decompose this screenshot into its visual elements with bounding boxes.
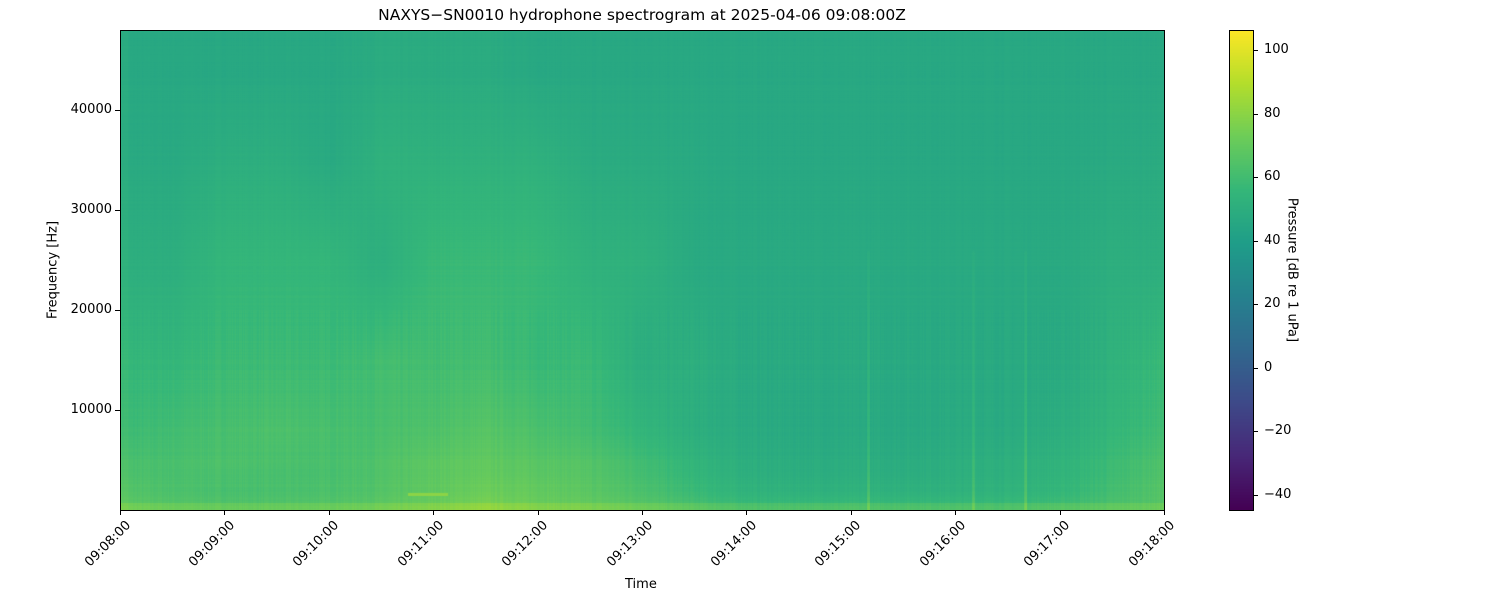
x-tick-label: 09:15:00	[812, 518, 865, 570]
spectrogram-image	[120, 30, 1164, 510]
colorbar-tick	[1254, 177, 1258, 179]
y-tick-label: 10000	[70, 402, 112, 417]
colorbar-tick-label: 40	[1264, 232, 1281, 248]
colorbar-tick-label: 0	[1264, 359, 1273, 375]
colorbar-tick	[1254, 431, 1258, 433]
x-tick	[746, 510, 748, 515]
x-tick	[1059, 510, 1061, 515]
x-tick	[537, 510, 539, 515]
colorbar	[1229, 30, 1253, 510]
colorbar-tick-label: 100	[1264, 42, 1289, 58]
y-tick-label: 40000	[70, 102, 112, 117]
x-tick-label: 09:18:00	[1125, 518, 1178, 570]
x-tick-label: 09:13:00	[603, 518, 656, 570]
x-tick-label: 09:09:00	[186, 518, 239, 570]
plot-area	[120, 30, 1164, 510]
colorbar-label: Pressure [dB re 1 uPa]	[1284, 197, 1300, 343]
colorbar-tick-label: 80	[1264, 105, 1281, 121]
x-tick	[850, 510, 852, 515]
x-tick-label: 09:16:00	[916, 518, 969, 570]
chart-title: NAXYS−SN0010 hydrophone spectrogram at 2…	[378, 6, 906, 24]
y-tick	[115, 410, 120, 411]
colorbar-tick	[1254, 304, 1258, 306]
x-tick	[1164, 510, 1165, 515]
colorbar-tick	[1254, 113, 1258, 115]
colorbar-tick-label: −20	[1264, 423, 1292, 439]
x-tick	[955, 510, 957, 515]
colorbar-tick	[1254, 495, 1258, 497]
x-tick	[642, 510, 643, 515]
colorbar-tick-label: 60	[1264, 169, 1281, 185]
colorbar-tick	[1254, 50, 1258, 52]
colorbar-tick	[1254, 240, 1258, 242]
x-tick-label: 09:11:00	[394, 518, 447, 570]
x-tick-label: 09:10:00	[290, 518, 343, 570]
x-tick-label: 09:17:00	[1021, 518, 1074, 570]
x-tick	[224, 510, 226, 515]
y-tick	[115, 310, 120, 311]
colorbar-tick-label: −40	[1264, 487, 1292, 503]
colorbar-tick	[1254, 367, 1258, 369]
x-tick	[328, 510, 330, 515]
y-tick-label: 20000	[70, 302, 112, 317]
y-tick	[115, 210, 120, 211]
x-axis-label: Time	[625, 577, 657, 592]
colorbar-tick-label: 20	[1264, 296, 1281, 312]
y-tick-label: 30000	[70, 202, 112, 217]
x-tick	[433, 510, 435, 515]
x-tick	[120, 510, 121, 515]
x-tick-label: 09:14:00	[708, 518, 761, 570]
x-tick-label: 09:12:00	[499, 518, 552, 570]
x-tick-label: 09:08:00	[81, 518, 134, 570]
y-tick	[115, 110, 120, 111]
